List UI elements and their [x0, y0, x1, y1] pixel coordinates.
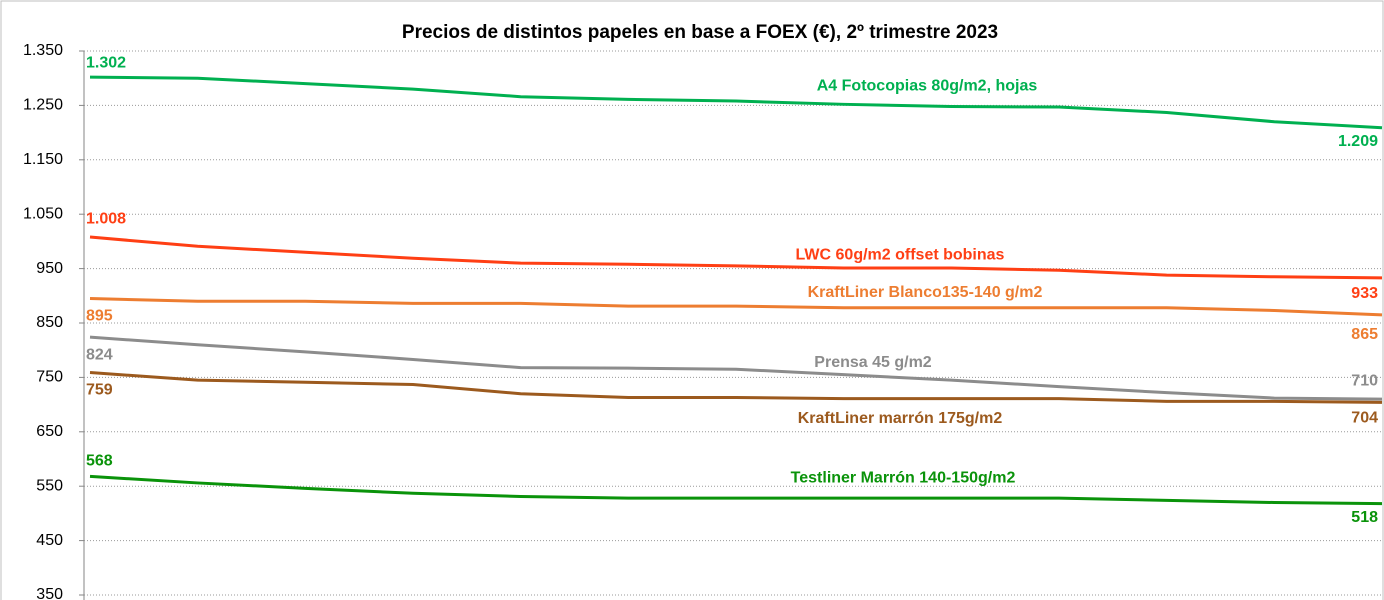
- data-label: 518: [1351, 509, 1378, 526]
- y-tick-label: 1.050: [23, 205, 63, 222]
- chart-title: Precios de distintos papeles en base a F…: [402, 22, 998, 43]
- data-label: 824: [86, 346, 113, 363]
- y-tick-label: 1.150: [23, 151, 63, 168]
- data-label: 759: [86, 382, 113, 399]
- data-label: 1.302: [86, 54, 126, 71]
- series-line: [89, 75, 1383, 130]
- data-label: 933: [1351, 285, 1378, 302]
- y-tick-label: 950: [36, 260, 63, 277]
- y-tick-label: 1.250: [23, 97, 63, 114]
- series-label: Testliner Marrón 140-150g/m2: [791, 469, 1016, 486]
- series-label: LWC 60g/m2 offset bobinas: [796, 246, 1005, 263]
- y-tick-label: 550: [36, 477, 63, 494]
- y-tick-label: 450: [36, 532, 63, 549]
- y-tick-label: 350: [36, 586, 63, 600]
- series-label: A4 Fotocopias 80g/m2, hojas: [817, 78, 1038, 95]
- data-label: 1.008: [86, 210, 126, 227]
- data-label: 704: [1351, 410, 1378, 427]
- data-label: 568: [86, 453, 113, 470]
- series-label: KraftLiner Blanco135-140 g/m2: [808, 284, 1043, 301]
- series-line: [89, 297, 1383, 317]
- series-line: [89, 371, 1383, 404]
- data-label: 710: [1351, 372, 1378, 389]
- data-label: 895: [86, 308, 113, 325]
- series-line: [89, 235, 1383, 280]
- y-tick-label: 650: [36, 423, 63, 440]
- series-line: [89, 335, 1383, 401]
- series-label: KraftLiner marrón 175g/m2: [798, 410, 1003, 427]
- series-label: Prensa 45 g/m2: [814, 354, 932, 371]
- y-tick-label: 850: [36, 314, 63, 331]
- y-tick-label: 750: [36, 369, 63, 386]
- y-tick-label: 1.350: [23, 42, 63, 59]
- series-line: [89, 474, 1383, 506]
- data-label: 865: [1351, 326, 1378, 343]
- data-label: 1.209: [1338, 133, 1378, 150]
